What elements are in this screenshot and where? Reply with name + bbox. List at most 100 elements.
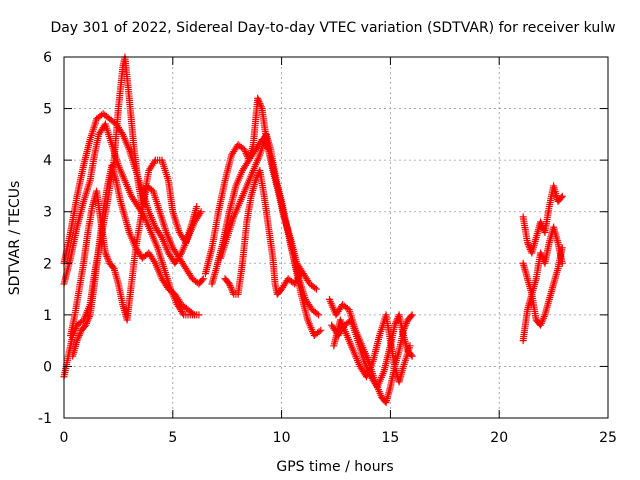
data-point	[241, 146, 249, 154]
data-point	[312, 285, 320, 293]
data-point	[257, 101, 265, 109]
data-point	[391, 321, 399, 329]
data-point	[539, 316, 547, 324]
data-point	[228, 287, 236, 295]
data-point	[537, 321, 545, 329]
data-point	[313, 310, 321, 318]
data-point	[157, 232, 165, 240]
data-point	[539, 314, 547, 322]
data-point	[315, 328, 323, 336]
y-tick-label: 4	[43, 153, 52, 169]
series-track-4	[67, 182, 207, 339]
data-point	[254, 96, 262, 104]
data-point	[189, 310, 197, 318]
data-point	[82, 319, 90, 327]
series-track-9	[221, 166, 305, 298]
data-point	[199, 275, 207, 283]
data-point	[104, 256, 112, 264]
data-point	[75, 331, 83, 339]
data-point	[315, 311, 323, 319]
data-point	[102, 251, 110, 259]
data-point	[241, 148, 249, 156]
data-point	[317, 326, 325, 334]
data-point	[103, 252, 111, 260]
data-point	[109, 263, 117, 271]
data-point	[82, 321, 90, 329]
data-point	[406, 342, 414, 350]
axis-ticks: 0 5 10 15 20 25 -1 0 1 2 3 4 5 6	[38, 50, 617, 446]
series-track-12	[330, 311, 414, 386]
series-track-5	[69, 161, 199, 360]
y-tick-label: -1	[38, 411, 52, 427]
data-point	[407, 312, 415, 320]
data-point	[76, 330, 84, 338]
data-point	[537, 249, 545, 257]
data-point	[558, 192, 566, 200]
data-point	[150, 258, 158, 266]
data-point	[104, 254, 112, 262]
data-point	[73, 337, 81, 345]
data-point	[257, 103, 265, 111]
data-point	[311, 284, 319, 292]
chart-title: Day 301 of 2022, Sidereal Day-to-day VTE…	[50, 20, 615, 36]
data-point	[537, 218, 545, 226]
data-point	[523, 239, 531, 247]
x-tick-label: 10	[273, 430, 291, 446]
data-point	[198, 276, 206, 284]
data-point	[83, 318, 91, 326]
data-point	[101, 249, 109, 257]
data-point	[251, 177, 259, 185]
data-point	[254, 94, 262, 102]
data-point	[84, 316, 92, 324]
data-point	[197, 208, 205, 216]
data-point	[256, 99, 264, 107]
data-point	[538, 318, 546, 326]
data-point	[255, 98, 263, 106]
data-point	[408, 311, 416, 319]
data-point	[179, 309, 187, 317]
x-axis-label: GPS time / hours	[276, 459, 393, 475]
y-tick-label: 6	[43, 50, 52, 66]
series-track-10	[325, 295, 416, 407]
x-tick-label: 25	[599, 430, 617, 446]
y-axis-label: SDTVAR / TECUs	[7, 181, 23, 296]
data-point	[196, 209, 204, 217]
y-tick-label: 1	[43, 308, 52, 324]
x-tick-label: 15	[381, 430, 399, 446]
data-point	[74, 335, 82, 343]
data-point	[75, 333, 83, 341]
data-point	[150, 158, 158, 166]
y-tick-label: 5	[43, 102, 52, 118]
data-point	[226, 282, 234, 290]
data-point	[191, 311, 199, 319]
data-point	[225, 280, 233, 288]
data-point	[228, 285, 236, 293]
data-point	[540, 313, 548, 321]
data-point	[524, 240, 532, 248]
plot-frame	[63, 56, 609, 419]
x-tick-label: 0	[60, 430, 69, 446]
data-point	[297, 270, 305, 278]
series-track-6	[201, 94, 323, 319]
data-point	[227, 283, 235, 291]
data-point	[525, 242, 533, 250]
data-point	[558, 244, 566, 252]
y-tick-label: 3	[43, 205, 52, 221]
data-point	[537, 319, 545, 327]
data-point	[392, 318, 400, 326]
y-tick-label: 2	[43, 256, 52, 272]
data-point	[85, 314, 93, 322]
data-points	[60, 53, 566, 407]
data-point	[296, 271, 304, 279]
data-point	[242, 149, 250, 157]
data-point	[538, 252, 546, 260]
data-point	[85, 313, 93, 321]
x-tick-label: 5	[168, 430, 177, 446]
x-tick-label: 20	[490, 430, 508, 446]
series-track-8	[217, 130, 320, 293]
y-tick-label: 0	[43, 359, 52, 375]
series-track-14	[519, 223, 566, 298]
series-track-13	[519, 182, 566, 257]
data-point	[557, 194, 565, 202]
